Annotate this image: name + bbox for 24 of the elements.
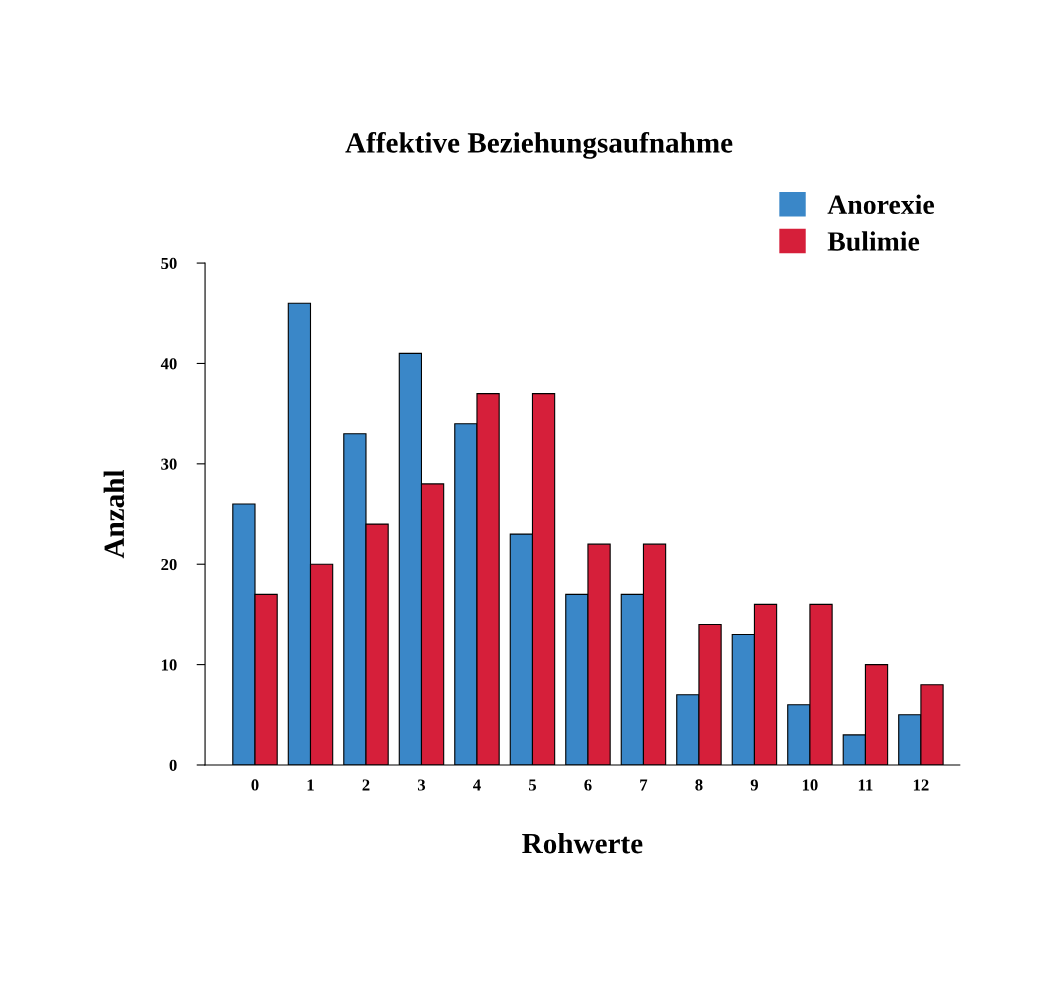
x-tick-label: 10 xyxy=(802,779,818,791)
y-tick-label: 0 xyxy=(169,759,177,771)
x-tick-label: 11 xyxy=(858,779,873,791)
x-tick-label: 7 xyxy=(640,779,648,791)
legend-label: Bulimie xyxy=(827,231,920,251)
y-tick-label: 30 xyxy=(161,458,177,470)
y-tick-label: 10 xyxy=(161,659,177,671)
x-tick-label: 9 xyxy=(750,779,758,791)
x-tick-label: 0 xyxy=(251,779,259,791)
x-tick-label: 3 xyxy=(417,779,426,791)
x-tick-label: 4 xyxy=(473,779,481,791)
x-tick-label: 6 xyxy=(584,779,592,791)
x-tick-label: 8 xyxy=(695,779,703,791)
y-tick-label: 50 xyxy=(161,257,177,270)
chart-title: Affektive Beziehungsaufnahme xyxy=(345,131,733,159)
y-axis-title: Anzahl xyxy=(103,469,125,559)
y-tick-label: 40 xyxy=(160,358,177,370)
legend-label: Anorexie xyxy=(827,194,935,215)
x-tick-label: 12 xyxy=(913,779,929,791)
y-tick-label: 20 xyxy=(161,558,177,571)
x-tick-label: 2 xyxy=(362,779,370,791)
x-tick-label: 1 xyxy=(307,779,314,791)
x-tick-label: 5 xyxy=(528,779,537,791)
x-axis-title: Rohwerte xyxy=(522,832,643,854)
